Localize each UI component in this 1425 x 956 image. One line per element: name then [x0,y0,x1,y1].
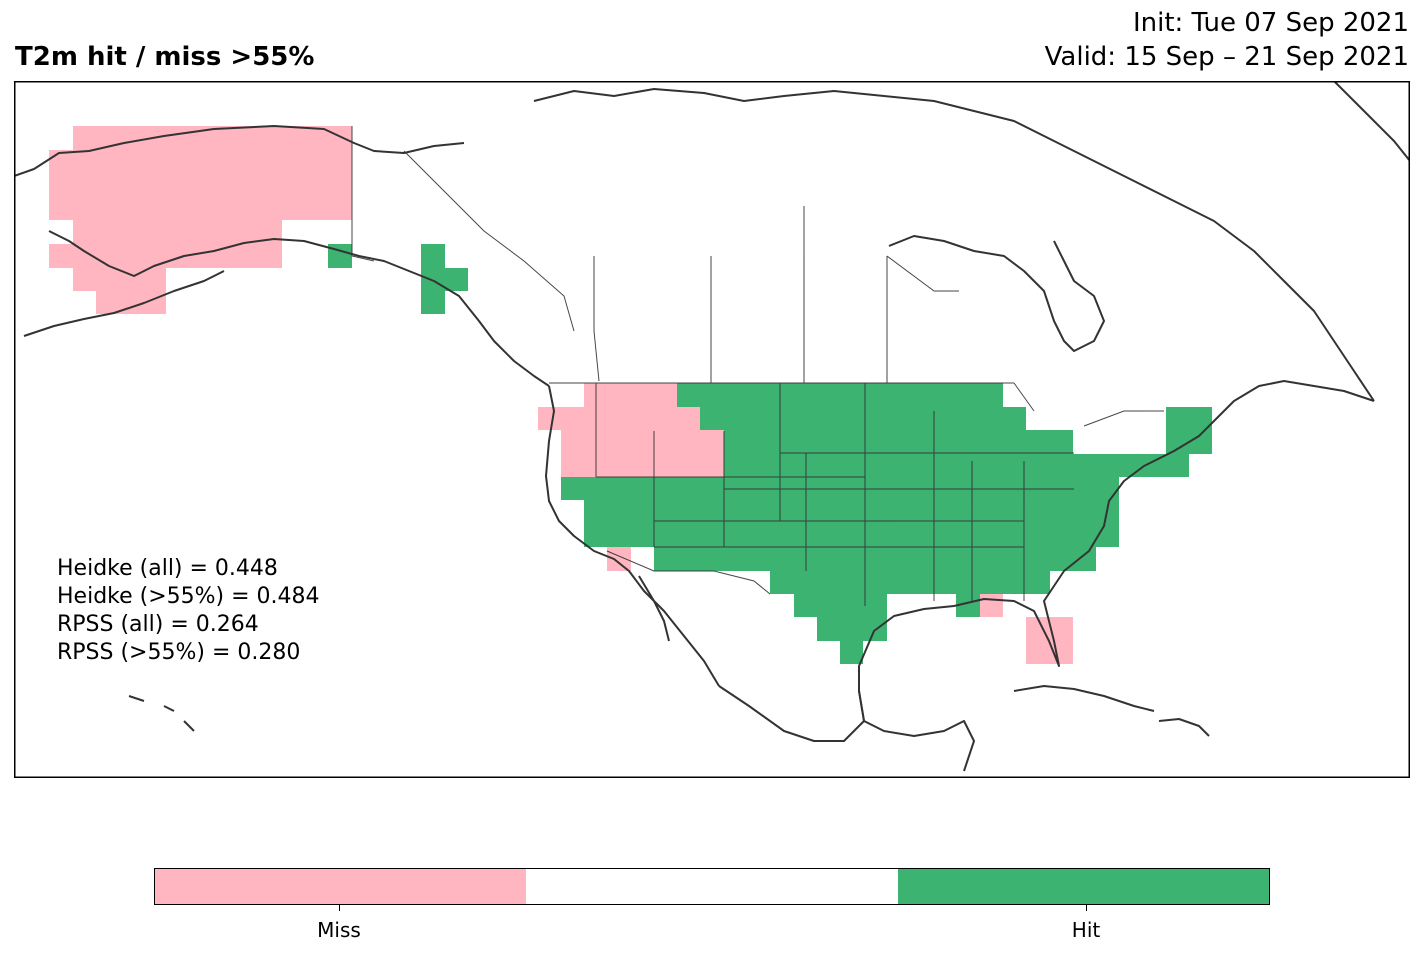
coastline-cuba [1013,685,1155,712]
map-title: T2m hit / miss >55% [15,42,315,72]
border-us-states [595,383,1074,606]
colorbar-label-miss: Miss [317,918,361,942]
score-rpss-55: RPSS (>55%) = 0.280 [57,640,301,665]
coastline-aleutians [23,270,225,337]
coastline-hawaii [128,695,195,732]
init-date: Init: Tue 07 Sep 2021 [1132,8,1409,38]
coastline-alaska [14,125,550,387]
miss-region-pacific-northwest [538,383,724,477]
miss-region-southern-california [607,547,631,571]
colorbar-tick-miss [339,905,340,911]
miss-region-florida-panhandle [980,594,1003,617]
coastlines [14,81,1410,772]
state-borders [351,126,1164,606]
miss-cells [49,126,1073,664]
hit-region-panhandle [421,244,468,314]
colorbar-segment-neutral [526,869,898,904]
coastline-greenland [1333,81,1410,162]
coastline-west [545,385,720,687]
colorbar [154,868,1270,905]
border-us-canada [549,382,1164,427]
score-rpss-all: RPSS (all) = 0.264 [57,612,259,637]
score-heidke-55: Heidke (>55%) = 0.484 [57,584,320,609]
border-us-mexico [606,550,771,595]
coastline-yucatan [858,690,975,772]
colorbar-tick-hit [1086,905,1087,911]
hit-region-new-england [1166,407,1212,454]
border-alaska-canada [351,126,375,262]
coastline-hispaniola [1158,718,1210,737]
coastline-hudson-bay [888,235,1105,352]
colorbar-segment-hit [897,869,1269,904]
skill-scores: Heidke (all) = 0.448 Heidke (>55%) = 0.4… [57,555,320,667]
map-panel [14,81,1410,778]
miss-region-alaska [49,126,352,314]
colorbar-segment-miss [155,869,527,904]
border-canada-provinces [403,150,959,383]
colorbar-label-hit: Hit [1071,918,1101,942]
score-heidke-all: Heidke (all) = 0.448 [57,556,278,581]
valid-period: Valid: 15 Sep – 21 Sep 2021 [1044,42,1409,72]
coastline-arctic [533,88,1375,402]
map-frame [14,81,1410,778]
